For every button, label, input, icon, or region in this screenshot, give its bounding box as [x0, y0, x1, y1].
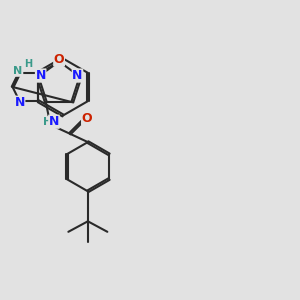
- Text: N: N: [72, 69, 83, 82]
- Text: N: N: [49, 115, 59, 128]
- Text: H: H: [43, 117, 52, 127]
- Text: N: N: [14, 96, 25, 109]
- Text: N: N: [35, 69, 46, 82]
- Text: H: H: [24, 59, 32, 69]
- Text: N: N: [14, 66, 23, 76]
- Text: O: O: [54, 53, 64, 66]
- Text: O: O: [82, 112, 92, 124]
